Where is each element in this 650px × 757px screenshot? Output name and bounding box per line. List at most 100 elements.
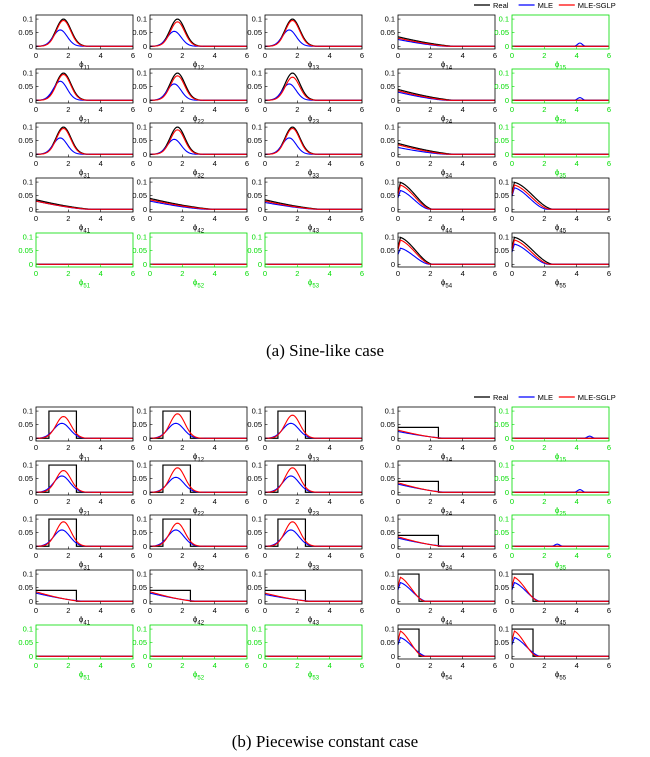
panel-frame	[264, 514, 363, 550]
panel-label: ϕ41	[79, 615, 91, 627]
x-tick-label: 2	[295, 269, 299, 278]
x-tick-label: 4	[99, 214, 103, 223]
y-tick-label: 0	[143, 96, 147, 105]
series-line-mle_sglp	[35, 200, 133, 210]
x-tick-label: 0	[396, 214, 400, 223]
panel-label: ϕ23	[308, 506, 320, 518]
panel-frame	[511, 514, 610, 550]
y-tick-label: 0	[258, 42, 262, 51]
panel-ϕ31: 0 0.05 0.1 0 2 4 6 ϕ31	[18, 123, 135, 180]
x-tick-label: 2	[66, 551, 70, 560]
x-tick-label: 4	[575, 105, 579, 114]
x-tick-label: 0	[396, 443, 400, 452]
panel-frame	[149, 569, 248, 605]
series-line-real	[512, 628, 609, 657]
panel-frame	[397, 232, 496, 268]
y-tick-label: 0	[505, 434, 509, 443]
panel-label: ϕ21	[79, 114, 91, 126]
x-tick-label: 0	[34, 551, 38, 560]
panel-ϕ22: 0 0.05 0.1 0 2 4 6 ϕ22	[132, 69, 249, 126]
x-tick-label: 2	[66, 269, 70, 278]
series-line-mle_sglp	[35, 19, 133, 47]
y-tick-label: 0	[143, 434, 147, 443]
y-tick-label: 0.1	[252, 233, 262, 242]
panel-frame	[264, 460, 363, 496]
y-tick-label: 0	[391, 205, 395, 214]
y-tick-label: 0	[29, 42, 33, 51]
panel-ϕ13: 0 0.05 0.1 0 2 4 6 ϕ13	[247, 407, 364, 464]
x-tick-label: 0	[148, 661, 152, 670]
x-tick-label: 4	[328, 105, 332, 114]
x-tick-label: 2	[542, 443, 546, 452]
x-tick-label: 2	[180, 443, 184, 452]
y-tick-label: 0.1	[499, 69, 509, 78]
x-tick-label: 4	[575, 497, 579, 506]
series-line-mle_sglp	[35, 591, 133, 602]
y-tick-label: 0.1	[23, 625, 33, 634]
panel-frame	[397, 122, 496, 158]
series-line-mle	[149, 83, 247, 101]
y-tick-label: 0.1	[137, 233, 147, 242]
x-tick-label: 6	[245, 661, 249, 670]
x-tick-label: 6	[493, 105, 497, 114]
x-tick-label: 6	[245, 159, 249, 168]
panel-frame	[511, 122, 610, 158]
y-tick-label: 0.1	[252, 625, 262, 634]
panel-frame	[149, 122, 248, 158]
x-tick-label: 2	[295, 214, 299, 223]
x-tick-label: 2	[428, 443, 432, 452]
y-tick-label: 0.1	[23, 407, 33, 416]
x-tick-label: 2	[66, 214, 70, 223]
panel-frame	[511, 14, 610, 50]
x-tick-label: 2	[66, 51, 70, 60]
x-tick-label: 2	[428, 497, 432, 506]
panel-frame	[35, 624, 134, 660]
y-tick-label: 0.05	[18, 191, 33, 200]
x-tick-label: 2	[66, 105, 70, 114]
x-tick-label: 4	[213, 105, 217, 114]
x-tick-label: 2	[295, 606, 299, 615]
panel-ϕ33: 0 0.05 0.1 0 2 4 6 ϕ33	[247, 515, 364, 572]
panel-label: ϕ43	[308, 615, 320, 627]
panel-label: ϕ15	[555, 60, 567, 72]
y-tick-label: 0.05	[380, 474, 395, 483]
x-tick-label: 0	[510, 159, 514, 168]
x-tick-label: 6	[607, 105, 611, 114]
x-tick-label: 6	[245, 443, 249, 452]
x-tick-label: 2	[295, 105, 299, 114]
series-line-mle	[511, 187, 609, 210]
y-tick-label: 0.1	[385, 123, 395, 132]
x-tick-label: 0	[148, 269, 152, 278]
x-tick-label: 0	[148, 443, 152, 452]
x-tick-label: 2	[428, 661, 432, 670]
y-tick-label: 0	[29, 652, 33, 661]
y-tick-label: 0.1	[137, 461, 147, 470]
x-tick-label: 6	[360, 606, 364, 615]
panel-ϕ45: 0 0.05 0.1 0 2 4 6 ϕ45	[494, 570, 611, 627]
panel-frame	[35, 514, 134, 550]
x-tick-label: 2	[66, 661, 70, 670]
series-line-mle_sglp	[264, 19, 362, 47]
panel-label: ϕ44	[441, 223, 453, 235]
y-tick-label: 0.1	[252, 515, 262, 524]
panel-ϕ21: 0 0.05 0.1 0 2 4 6 ϕ21	[18, 69, 135, 126]
x-tick-label: 0	[148, 51, 152, 60]
x-tick-label: 0	[510, 214, 514, 223]
x-tick-label: 2	[428, 159, 432, 168]
panel-frame	[511, 406, 610, 442]
x-tick-label: 0	[510, 51, 514, 60]
series-line-mle_sglp	[264, 200, 362, 210]
series-line-real	[398, 573, 495, 602]
y-tick-label: 0.1	[23, 123, 33, 132]
panel-frame	[397, 569, 496, 605]
panel-label: ϕ31	[79, 560, 91, 572]
panel-ϕ22: 0 0.05 0.1 0 2 4 6 ϕ22	[132, 461, 249, 518]
panel-frame	[397, 68, 496, 104]
panel-frame	[511, 569, 610, 605]
x-tick-label: 6	[131, 661, 135, 670]
x-tick-label: 4	[461, 551, 465, 560]
panel-frame	[511, 232, 610, 268]
x-tick-label: 4	[99, 269, 103, 278]
panel-ϕ41: 0 0.05 0.1 0 2 4 6 ϕ41	[18, 178, 135, 235]
